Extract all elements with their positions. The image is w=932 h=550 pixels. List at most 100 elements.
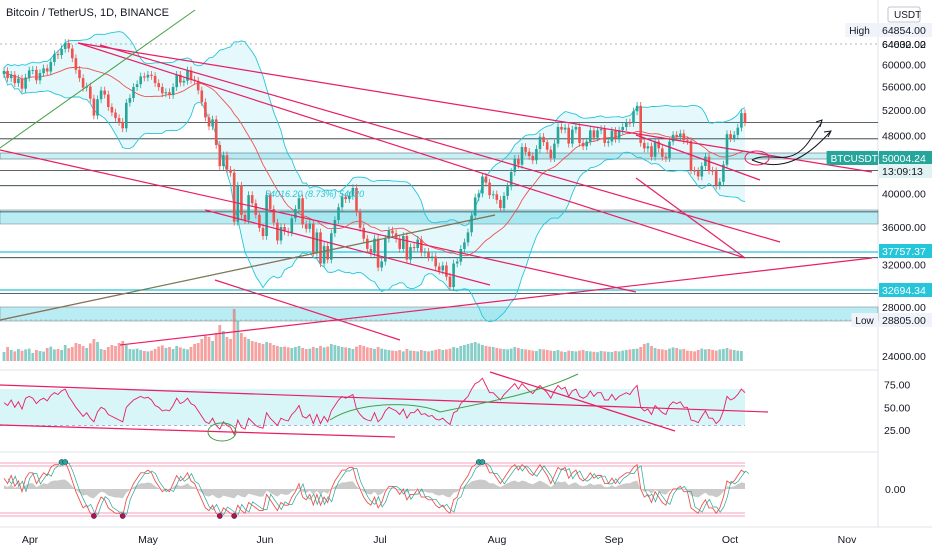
volume-bar: [452, 347, 455, 361]
volume-bar: [722, 349, 725, 361]
volume-bar: [477, 343, 481, 361]
price-tag-bg: [879, 244, 932, 258]
candle-body: [542, 136, 545, 143]
volume-bar: [740, 351, 743, 361]
volume-bar: [535, 351, 538, 361]
trendline: [77, 42, 746, 259]
volume-bar: [686, 350, 689, 361]
candle-body: [502, 195, 506, 209]
volume-bar: [466, 344, 470, 361]
volume-bar: [20, 350, 24, 361]
candle-body: [736, 127, 740, 135]
time-tick-label: Apr: [22, 534, 39, 546]
osc-dot: [119, 513, 126, 519]
candle-body: [384, 238, 387, 262]
time-tick-label: Jul: [373, 534, 386, 546]
volume-bar: [9, 350, 13, 361]
volume-bar: [711, 350, 714, 361]
volume-bar: [725, 348, 729, 361]
volume-bar: [135, 348, 139, 361]
volume-bar: [419, 350, 423, 361]
volume-bar: [646, 343, 650, 361]
volume-bar: [168, 347, 171, 361]
candle-body: [175, 74, 178, 88]
volume-bar: [344, 347, 348, 361]
volume-bar: [81, 346, 85, 361]
price-tags: 64854.00 High 64632.02 50004.24 BTCUSDT 13:09…: [826, 23, 932, 327]
volume-bar: [42, 351, 45, 361]
resistance-zone: [0, 152, 879, 160]
price-tag-value: 13:09:13: [882, 166, 923, 178]
candle-body: [96, 99, 99, 116]
chart-title: Bitcoin / TetherUS, 1D, BINANCE: [6, 7, 169, 19]
candle-body: [661, 148, 664, 157]
candle-body: [671, 134, 675, 142]
volume-bar: [610, 352, 614, 361]
volume-bar: [200, 339, 204, 361]
rsi-circle: [207, 422, 237, 442]
volume-bar: [383, 349, 387, 361]
volume-bar: [38, 351, 42, 361]
volume-bar: [49, 346, 53, 361]
price-tag-value: 32694.34: [882, 285, 926, 297]
candle-body: [110, 107, 114, 113]
candle-body: [714, 171, 718, 186]
osc-dot: [231, 513, 237, 519]
candle-body: [294, 209, 297, 219]
volume-bar: [175, 346, 179, 361]
candle-body: [53, 54, 56, 62]
candle-body: [455, 261, 459, 264]
volume-bar: [315, 348, 319, 361]
candle-body: [125, 102, 128, 129]
volume-bar: [276, 346, 279, 361]
volume-bar: [254, 342, 258, 361]
candle-body: [128, 98, 132, 103]
candle-body: [488, 182, 491, 196]
volume-bar: [707, 349, 711, 361]
volume-bar: [182, 348, 186, 361]
rsi-pane: [0, 371, 769, 442]
candle-body: [657, 141, 660, 149]
candle-body: [333, 220, 337, 234]
candle-body: [214, 119, 218, 145]
currency-box: [887, 6, 921, 23]
rsi-trendline: [0, 384, 769, 413]
candle-body: [668, 141, 671, 159]
candle-body: [574, 127, 578, 130]
candle-body: [380, 261, 383, 268]
candle-body: [743, 113, 747, 123]
candle-body: [560, 127, 563, 130]
candle-body: [89, 86, 92, 99]
candle-body: [348, 195, 351, 200]
candle-body: [549, 149, 553, 159]
candle-body: [276, 222, 279, 241]
candle-body: [459, 249, 463, 262]
price-axis[interactable]: 24000.00 28000.00 32000.00 36000.00 40000.00…: [882, 6, 926, 496]
volume-bar: [732, 350, 736, 361]
volume-bar: [718, 349, 722, 361]
candle-body: [571, 129, 574, 144]
volume-bar: [657, 349, 661, 361]
candle-body: [635, 105, 639, 112]
volume-bar: [639, 347, 643, 361]
volume-bar: [193, 344, 196, 361]
price-tick-label: 40000.00: [882, 189, 926, 201]
candle-body: [283, 227, 286, 232]
candle-body: [161, 87, 164, 94]
time-axis[interactable]: Apr May Jun Jul Aug Sep Oct Nov: [22, 534, 857, 546]
volume-bar: [160, 345, 164, 361]
volume-bar: [35, 350, 38, 361]
candle-body: [250, 195, 254, 204]
candle-body: [117, 118, 121, 122]
price-tag-label: BTCUSDT: [831, 154, 878, 165]
candle-body: [254, 203, 258, 215]
candle-body: [725, 134, 729, 165]
trendlines[interactable]: [0, 9, 873, 346]
uptrend-line: [0, 9, 196, 149]
trendline: [0, 149, 637, 293]
volume-bar: [150, 350, 153, 361]
candle-body: [664, 156, 668, 159]
osc-signal: [7, 463, 750, 516]
volume-bar: [405, 349, 409, 361]
